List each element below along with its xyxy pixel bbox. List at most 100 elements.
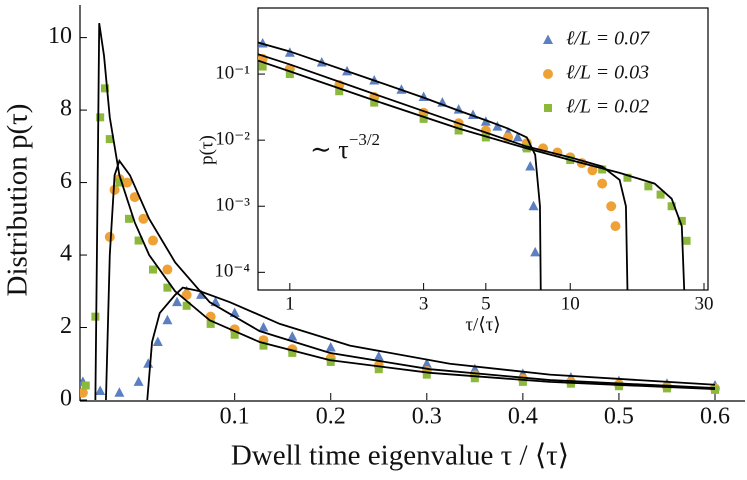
data-point — [133, 376, 144, 386]
data-point — [152, 336, 163, 347]
x-axis-label: Dwell time eigenvalue τ / ⟨τ⟩ — [231, 440, 569, 472]
data-point — [525, 160, 536, 171]
y-tick-label: 4 — [60, 241, 72, 267]
data-point — [122, 177, 133, 188]
x-tick-label: 5 — [481, 293, 491, 314]
x-tick-label: 0.5 — [604, 404, 634, 430]
data-point — [587, 165, 598, 176]
data-point — [530, 246, 541, 257]
data-point — [419, 114, 428, 123]
data-point — [288, 348, 297, 357]
legend-marker — [544, 104, 552, 112]
data-point — [682, 236, 691, 245]
data-point — [598, 165, 607, 174]
plot-area — [258, 38, 691, 290]
y-tick-label: 10⁻³ — [215, 195, 250, 216]
data-point — [470, 374, 479, 383]
data-point — [422, 370, 431, 379]
inset-frame — [257, 7, 709, 291]
x-tick-label: 30 — [695, 293, 714, 314]
y-tick-label: 10 — [48, 23, 72, 49]
data-point — [518, 377, 527, 386]
data-point — [182, 301, 191, 310]
data-point — [181, 289, 192, 300]
y-tick-label: 10⁻² — [215, 129, 250, 150]
data-point — [80, 387, 88, 398]
data-point — [528, 200, 539, 211]
x-tick-label: 0.1 — [220, 404, 250, 430]
data-point — [370, 98, 379, 107]
y-axis-label: p(τ) — [196, 135, 217, 165]
data-point — [512, 131, 523, 142]
y-axis-label: Distribution p(τ) — [2, 104, 34, 297]
data-point — [287, 331, 298, 341]
data-point — [95, 385, 106, 395]
data-point — [335, 87, 344, 96]
plot-area — [80, 22, 720, 401]
data-point — [259, 341, 268, 350]
data-point — [454, 126, 463, 135]
data-point — [81, 381, 90, 390]
fit-curve — [94, 22, 716, 401]
data-point — [96, 113, 105, 122]
data-point — [149, 265, 158, 274]
legend-label: ℓ/L = 0.07 — [566, 28, 650, 50]
data-point — [469, 363, 480, 374]
legend-label: ℓ/L = 0.02 — [566, 96, 649, 118]
data-point — [325, 341, 336, 352]
data-point — [606, 201, 617, 212]
data-point — [105, 135, 114, 144]
x-tick-label: 0.6 — [700, 404, 730, 430]
data-point — [143, 358, 154, 368]
y-tick-label: 10⁻⁴ — [214, 261, 250, 282]
data-point — [138, 213, 149, 224]
y-tick-label: 10⁻¹ — [215, 62, 250, 83]
data-point — [285, 70, 294, 79]
fit-curve — [146, 286, 716, 401]
data-point — [610, 221, 621, 232]
x-tick-label: 10 — [561, 293, 580, 314]
x-tick-label: 3 — [419, 293, 429, 314]
plot-0: 0.1 0.2 0.3 0.4 0.5 0.6 0 2 4 6 8 10 — [48, 22, 730, 430]
data-point — [162, 314, 173, 325]
data-point — [258, 62, 267, 71]
data-point — [114, 387, 125, 397]
data-point — [421, 358, 432, 368]
fit-curve — [258, 53, 629, 290]
data-point — [481, 133, 490, 142]
legend-label: ℓ/L = 0.03 — [566, 62, 649, 84]
data-point — [162, 264, 173, 275]
data-point — [104, 231, 115, 242]
fit-curve — [105, 158, 716, 401]
data-point — [148, 235, 159, 246]
data-point — [196, 289, 207, 299]
x-tick-label: 0.4 — [508, 404, 538, 430]
y-tick-label: 8 — [60, 96, 72, 122]
x-axis-label: τ/⟨τ⟩ — [465, 314, 500, 335]
data-point — [124, 214, 133, 223]
data-point — [230, 330, 239, 339]
data-point — [100, 84, 109, 93]
x-tick-label: 1 — [285, 293, 295, 314]
data-point — [129, 192, 140, 203]
legend-marker — [543, 34, 553, 44]
data-point — [597, 178, 608, 189]
data-point — [644, 182, 653, 191]
data-point — [677, 216, 686, 225]
data-point — [667, 202, 676, 211]
plot-1: τ/⟨τ⟩ p(τ) ∼ τ−3/2 1 3 5 10 30 10⁻¹ 10⁻² 10⁻³ 10⁻⁴ ℓ… — [196, 7, 714, 335]
data-point — [326, 357, 335, 366]
data-point — [163, 283, 172, 292]
data-point — [134, 236, 143, 245]
data-point — [172, 296, 183, 307]
legend-marker — [543, 69, 553, 79]
data-point — [258, 322, 269, 332]
data-point — [206, 319, 215, 328]
data-point — [656, 190, 665, 199]
data-point — [115, 178, 124, 187]
fit-curve — [258, 59, 686, 290]
data-point — [492, 121, 503, 131]
y-tick-label: 0 — [60, 386, 72, 412]
y-tick-label: 6 — [60, 168, 72, 194]
